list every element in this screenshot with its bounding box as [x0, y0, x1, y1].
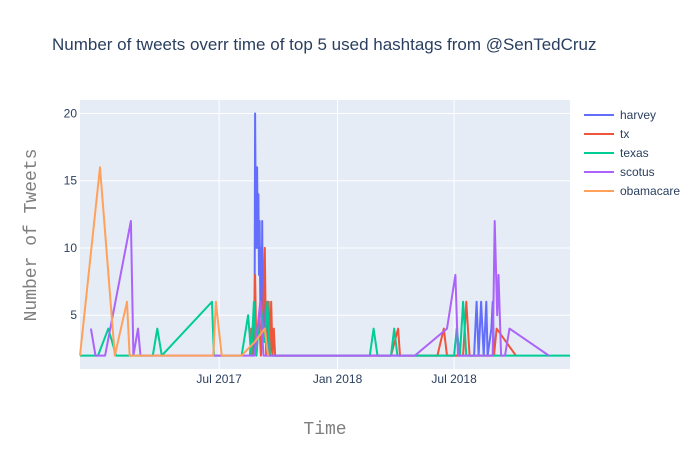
x-tick-label: Jul 2018: [431, 372, 477, 386]
legend[interactable]: harvey tx texas scotus obamacare: [584, 108, 680, 198]
legend-label: harvey: [620, 108, 656, 122]
chart-title: Number of tweets overr time of top 5 use…: [52, 35, 597, 54]
legend-label: obamacare: [620, 184, 680, 198]
x-tick-labels: Jul 2017 Jan 2018 Jul 2018: [196, 372, 477, 386]
y-tick-label: 20: [64, 106, 78, 120]
legend-label: scotus: [620, 165, 655, 179]
legend-item-harvey[interactable]: harvey: [584, 108, 656, 122]
x-tick-label: Jul 2017: [196, 372, 242, 386]
legend-item-tx[interactable]: tx: [584, 127, 629, 141]
legend-label: tx: [620, 127, 629, 141]
plot-area: [80, 100, 570, 369]
legend-label: texas: [620, 146, 649, 160]
legend-item-scotus[interactable]: scotus: [584, 165, 655, 179]
x-axis-title: Time: [303, 420, 346, 440]
y-tick-labels: 5 10 15 20: [64, 106, 78, 322]
legend-item-obamacare[interactable]: obamacare: [584, 184, 680, 198]
series-line-obamacare: [79, 166, 269, 357]
series-lines: [79, 112, 570, 357]
y-tick-label: 10: [64, 241, 78, 255]
y-tick-label: 5: [70, 308, 77, 322]
y-tick-label: 15: [64, 174, 78, 188]
x-tick-label: Jan 2018: [313, 372, 363, 386]
series-line-scotus: [89, 220, 550, 357]
gridlines: [80, 100, 570, 369]
legend-item-texas[interactable]: texas: [584, 146, 649, 160]
y-axis-title: Number of Tweets: [22, 149, 42, 322]
